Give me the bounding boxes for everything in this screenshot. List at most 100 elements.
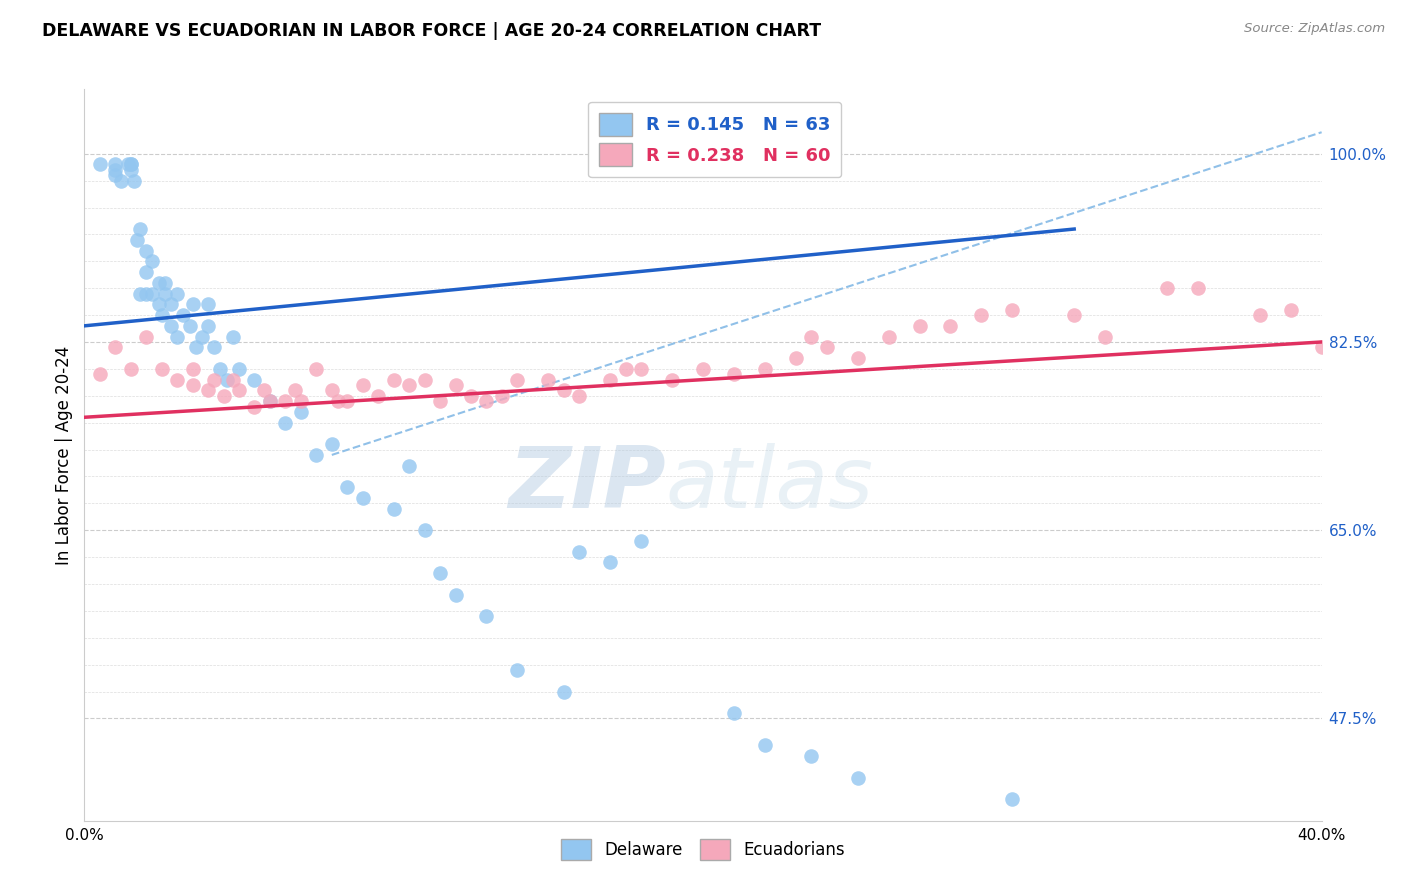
Point	[290, 405, 312, 419]
Point	[135, 286, 157, 301]
Point	[153, 286, 176, 301]
Point	[184, 340, 207, 354]
Point	[352, 491, 374, 505]
Point	[398, 378, 420, 392]
Point	[166, 329, 188, 343]
Point	[1187, 281, 1209, 295]
Point	[274, 416, 297, 430]
Point	[141, 286, 163, 301]
Point	[259, 394, 281, 409]
Point	[336, 480, 359, 494]
Point	[135, 244, 157, 258]
Point	[321, 437, 343, 451]
Point	[800, 329, 823, 343]
Point	[1310, 340, 1333, 354]
Point	[939, 318, 962, 333]
Point	[444, 378, 467, 392]
Point	[1156, 281, 1178, 295]
Point	[104, 168, 127, 182]
Point	[630, 362, 652, 376]
Point	[197, 318, 219, 333]
Point	[723, 368, 745, 382]
Point	[148, 276, 170, 290]
Point	[326, 394, 349, 409]
Point	[506, 373, 529, 387]
Point	[120, 157, 142, 171]
Point	[460, 389, 482, 403]
Point	[908, 318, 931, 333]
Point	[160, 318, 183, 333]
Point	[846, 771, 869, 785]
Point	[243, 373, 266, 387]
Point	[228, 362, 250, 376]
Text: ZIP: ZIP	[508, 442, 666, 525]
Point	[444, 588, 467, 602]
Point	[1249, 308, 1271, 322]
Point	[150, 308, 173, 322]
Point	[382, 373, 405, 387]
Point	[506, 663, 529, 677]
Point	[120, 157, 142, 171]
Point	[117, 157, 139, 171]
Point	[197, 384, 219, 398]
Point	[970, 308, 993, 322]
Point	[166, 373, 188, 387]
Point	[877, 329, 900, 343]
Point	[179, 318, 201, 333]
Point	[212, 389, 235, 403]
Point	[104, 157, 127, 171]
Point	[475, 394, 498, 409]
Text: Source: ZipAtlas.com: Source: ZipAtlas.com	[1244, 22, 1385, 36]
Point	[222, 373, 245, 387]
Point	[148, 297, 170, 311]
Point	[89, 157, 111, 171]
Point	[228, 384, 250, 398]
Point	[110, 174, 132, 188]
Point	[122, 174, 145, 188]
Point	[429, 566, 451, 581]
Point	[166, 286, 188, 301]
Text: atlas: atlas	[666, 442, 875, 525]
Point	[754, 362, 776, 376]
Point	[253, 384, 276, 398]
Point	[135, 265, 157, 279]
Point	[846, 351, 869, 365]
Point	[135, 329, 157, 343]
Point	[336, 394, 359, 409]
Point	[243, 400, 266, 414]
Y-axis label: In Labor Force | Age 20-24: In Labor Force | Age 20-24	[55, 345, 73, 565]
Point	[398, 458, 420, 473]
Point	[129, 222, 152, 236]
Point	[553, 384, 575, 398]
Point	[197, 297, 219, 311]
Point	[129, 286, 152, 301]
Point	[692, 362, 714, 376]
Point	[1001, 792, 1024, 806]
Point	[120, 362, 142, 376]
Point	[89, 368, 111, 382]
Point	[120, 162, 142, 177]
Point	[305, 448, 328, 462]
Point	[160, 297, 183, 311]
Point	[181, 378, 204, 392]
Legend: Delaware, Ecuadorians: Delaware, Ecuadorians	[554, 832, 852, 867]
Point	[599, 373, 621, 387]
Point	[413, 373, 436, 387]
Point	[321, 384, 343, 398]
Point	[630, 533, 652, 548]
Point	[352, 378, 374, 392]
Point	[104, 162, 127, 177]
Point	[785, 351, 807, 365]
Point	[723, 706, 745, 720]
Point	[305, 362, 328, 376]
Point	[284, 384, 307, 398]
Point	[222, 329, 245, 343]
Point	[815, 340, 838, 354]
Point	[382, 501, 405, 516]
Point	[429, 394, 451, 409]
Point	[202, 340, 225, 354]
Point	[153, 276, 176, 290]
Point	[800, 749, 823, 764]
Point	[259, 394, 281, 409]
Point	[181, 362, 204, 376]
